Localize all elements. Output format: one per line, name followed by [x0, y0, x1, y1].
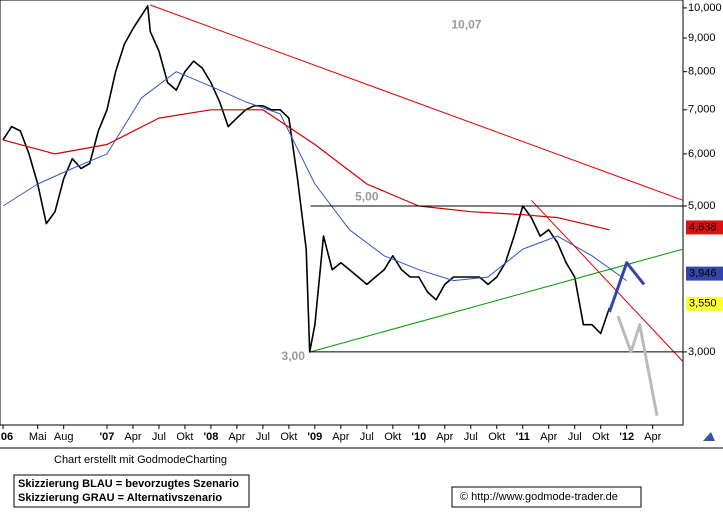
- price-tag: [686, 266, 723, 281]
- x-tick-label: '12: [619, 431, 634, 443]
- y-tick-label: 5,000: [688, 200, 716, 212]
- price-tag: [686, 296, 723, 311]
- annotation: 5,00: [355, 190, 379, 204]
- series-line: [2, 5, 611, 353]
- x-tick-label: '09: [307, 431, 322, 443]
- x-tick-label: Apr: [228, 431, 245, 443]
- legend-line: Skizzierung GRAU = Alternativszenario: [18, 492, 222, 504]
- copyright: © http://www.godmode-trader.de: [460, 491, 618, 503]
- icon: [703, 432, 715, 441]
- x-tick-label: Jul: [256, 431, 270, 443]
- x-tick-label: Okt: [384, 431, 401, 443]
- series-line: [531, 199, 684, 362]
- legend-box: [13, 474, 250, 508]
- series-line: [2, 71, 627, 282]
- x-tick-label: Apr: [540, 431, 557, 443]
- x-tick-label: '10: [411, 431, 426, 443]
- copyright-box: [451, 486, 642, 508]
- annotation: 10,07: [451, 18, 481, 32]
- x-tick-label: Jul: [464, 431, 478, 443]
- x-tick-label: Okt: [488, 431, 505, 443]
- x-tick-label: Jul: [152, 431, 166, 443]
- x-tick-label: Apr: [644, 431, 661, 443]
- x-tick-label: Jul: [568, 431, 582, 443]
- y-tick-label: 6,000: [688, 148, 716, 160]
- series-line: [150, 4, 684, 201]
- price-tag-label: 3,946: [689, 268, 717, 280]
- x-tick-label: '08: [203, 431, 218, 443]
- credit: Chart erstellt mit GodmodeCharting: [54, 454, 227, 466]
- x-tick-label: Aug: [54, 431, 74, 443]
- x-tick-label: Okt: [176, 431, 193, 443]
- legend-line: Skizzierung BLAU = bevorzugtes Szenario: [18, 478, 239, 490]
- y-tick-label: 7,000: [688, 104, 716, 116]
- plot-frame: [0, 0, 684, 426]
- series-line: [310, 248, 684, 353]
- series-line: [2, 109, 610, 231]
- x-tick-label: Apr: [124, 431, 141, 443]
- x-tick-label: Okt: [592, 431, 609, 443]
- price-tag: [686, 220, 723, 235]
- y-tick-label: 3,000: [688, 346, 716, 358]
- x-tick-label: 06: [1, 431, 13, 443]
- y-tick-label: 10,000: [688, 2, 722, 14]
- y-tick-label: 9,000: [688, 32, 716, 44]
- y-tick-label: 8,000: [688, 66, 716, 78]
- x-tick-label: Apr: [436, 431, 453, 443]
- x-tick-label: Mai: [29, 431, 47, 443]
- x-tick-label: Apr: [332, 431, 349, 443]
- x-tick-label: Jul: [360, 431, 374, 443]
- price-tag-label: 4,638: [689, 221, 717, 233]
- x-tick-label: Okt: [280, 431, 297, 443]
- series-line: [607, 261, 646, 313]
- x-tick-label: '11: [516, 431, 530, 443]
- series-line: [616, 315, 659, 416]
- x-tick-label: '07: [100, 431, 115, 443]
- annotation: 3,00: [282, 349, 306, 363]
- price-tag-label: 3,550: [689, 298, 717, 310]
